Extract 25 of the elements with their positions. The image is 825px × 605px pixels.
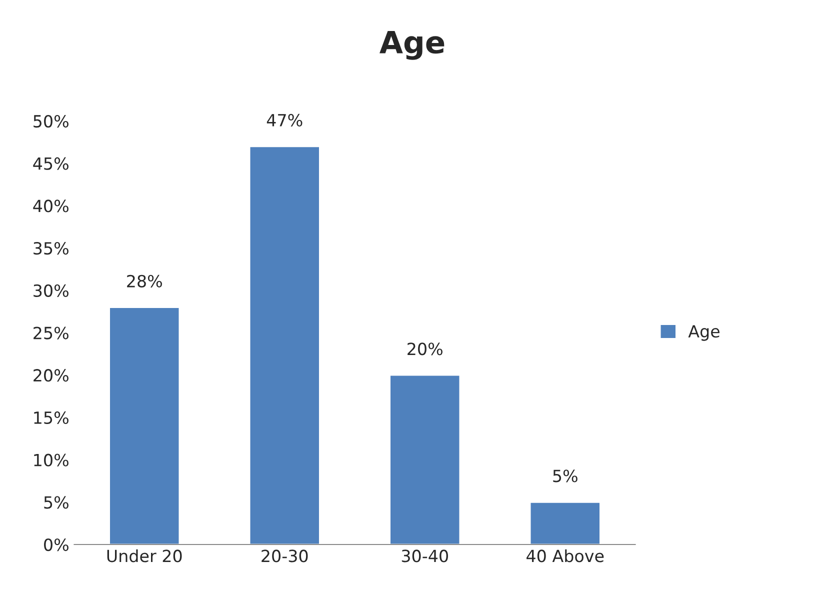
- data-label: 28%: [127, 274, 162, 288]
- y-tick-label: 15%: [34, 411, 68, 424]
- y-tick-label: 20%: [34, 369, 68, 382]
- y-tick-label: 40%: [33, 200, 68, 212]
- data-label: 20%: [408, 342, 442, 356]
- y-tick-label: 30%: [34, 284, 68, 297]
- x-tick-label: Under 20: [107, 549, 182, 562]
- x-tick-label: 40 Above: [526, 549, 604, 562]
- x-tick-label: 20-30: [262, 550, 308, 562]
- y-tick-label: 25%: [34, 326, 68, 340]
- y-tick-label: 0%: [44, 538, 68, 552]
- y-tick-label: 35%: [34, 242, 68, 255]
- data-label: 47%: [266, 114, 302, 127]
- y-tick-label: 10%: [34, 454, 68, 466]
- legend-label: Age: [688, 325, 720, 341]
- bar: [529, 501, 601, 544]
- chart-title: Age: [380, 30, 444, 60]
- bar: [108, 306, 180, 544]
- x-tick-label: 30-40: [402, 550, 448, 562]
- bar: [248, 146, 320, 544]
- y-tick-label: 50%: [34, 114, 68, 128]
- y-tick-label: 45%: [33, 157, 68, 170]
- y-tick-label: 5%: [44, 496, 68, 509]
- bar: [389, 374, 461, 544]
- data-label: 5%: [553, 470, 578, 482]
